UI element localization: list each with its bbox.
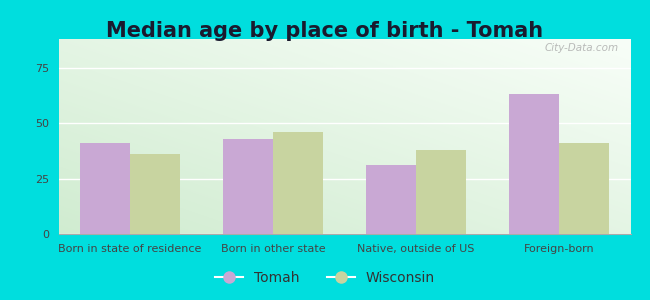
Bar (559, 143, 609, 234)
Bar (80, 143, 130, 234)
Text: Median age by place of birth - Tomah: Median age by place of birth - Tomah (107, 21, 543, 41)
Bar (366, 165, 416, 234)
Legend: Tomah, Wisconsin: Tomah, Wisconsin (209, 265, 441, 290)
Bar (273, 132, 323, 234)
Bar (130, 154, 180, 234)
Bar (416, 150, 466, 234)
Text: City-Data.com: City-Data.com (545, 43, 619, 53)
Bar (509, 94, 559, 234)
Bar (223, 139, 273, 234)
